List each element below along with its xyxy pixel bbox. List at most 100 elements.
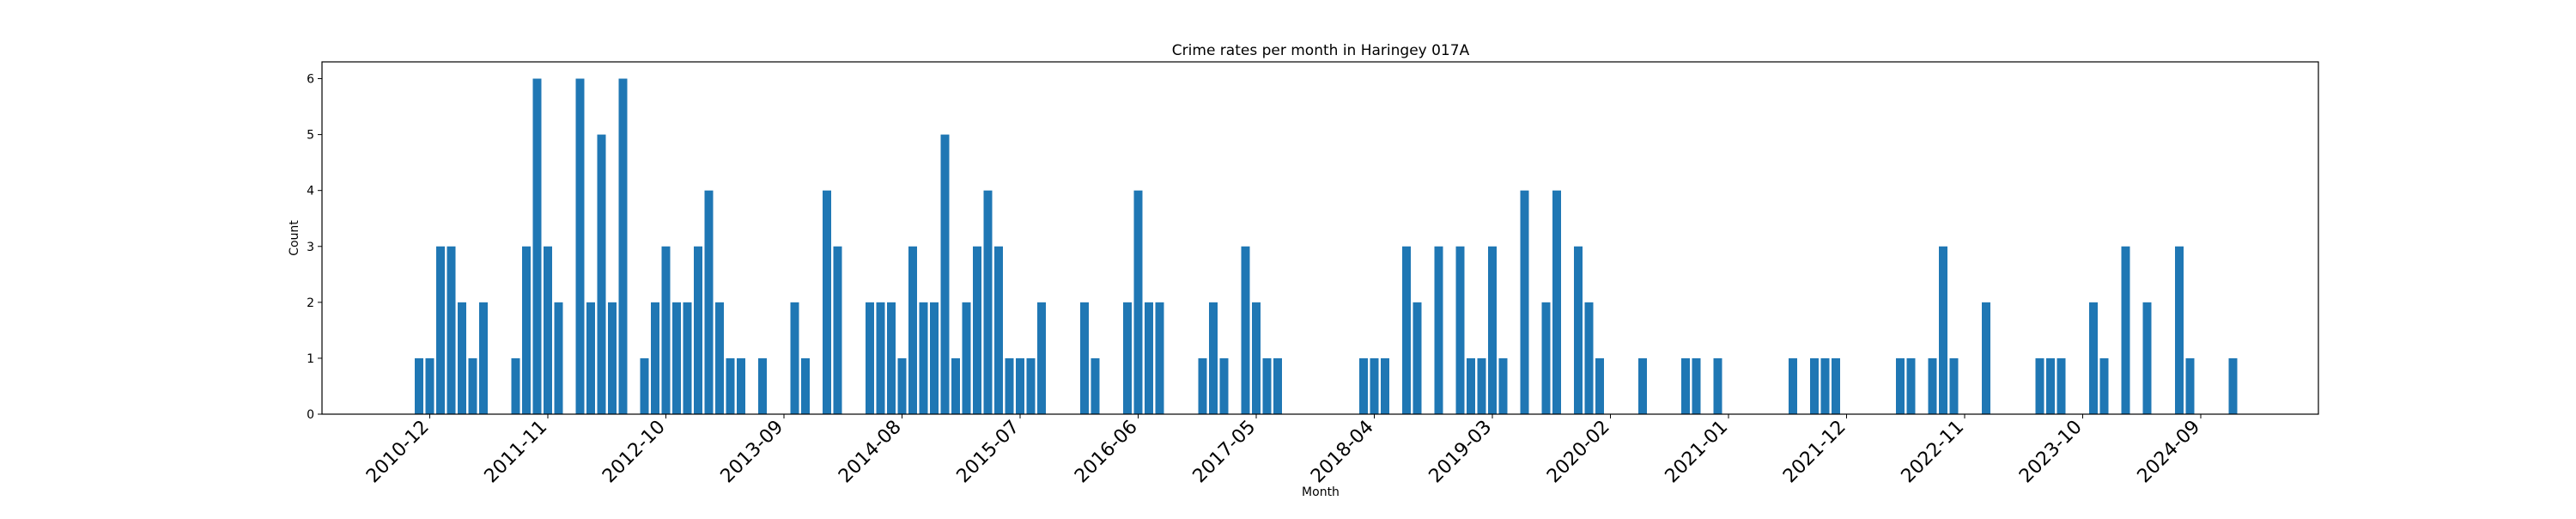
bar [1477, 357, 1486, 414]
y-axis-label: Count [288, 220, 301, 256]
bar [468, 357, 477, 414]
bar [597, 134, 606, 414]
bar [2142, 302, 2152, 414]
bar [1832, 357, 1840, 414]
bar [1692, 357, 1701, 414]
bar [522, 246, 531, 414]
bar [823, 190, 831, 414]
bar [608, 302, 617, 414]
bar [1359, 357, 1368, 414]
bar [2121, 246, 2130, 414]
x-tick-label: 2016-06 [1071, 417, 1142, 488]
bar [1982, 302, 1990, 414]
bar [1005, 357, 1014, 414]
bar [532, 78, 542, 415]
bar [1016, 357, 1024, 414]
bar [651, 302, 659, 414]
bar [715, 302, 724, 414]
bar [575, 78, 585, 415]
bar [801, 357, 810, 414]
x-tick-label: 2019-03 [1425, 417, 1497, 488]
bar [1541, 302, 1551, 414]
bar [940, 134, 950, 414]
bar [1026, 357, 1036, 414]
x-axis-label: Month [1302, 485, 1340, 499]
bar [479, 302, 488, 414]
bar [1381, 357, 1389, 414]
bar [1145, 302, 1153, 414]
bar [1037, 302, 1046, 414]
bar [1574, 246, 1583, 414]
bar [833, 246, 842, 414]
bar [1949, 357, 1959, 414]
bar [1123, 302, 1132, 414]
bar [1928, 357, 1937, 414]
x-tick-label: 2024-09 [2134, 417, 2205, 488]
bar [726, 357, 735, 414]
x-tick-label: 2013-09 [717, 417, 788, 488]
x-tick-label: 2014-08 [835, 417, 906, 488]
bar [447, 246, 456, 414]
bar [425, 357, 434, 414]
y-tick-label: 5 [307, 129, 314, 143]
bar [908, 246, 917, 414]
bar [1896, 357, 1905, 414]
y-tick-label: 4 [307, 185, 314, 198]
bar [2089, 302, 2098, 414]
y-tick-label: 6 [307, 73, 314, 87]
bar [1133, 190, 1143, 414]
bar [1820, 357, 1830, 414]
x-tick-label: 2018-04 [1307, 417, 1378, 488]
bar [2046, 357, 2055, 414]
bar [1939, 246, 1947, 414]
bar [2035, 357, 2044, 414]
bar [973, 246, 981, 414]
bar [2185, 357, 2195, 414]
y-tick-label: 2 [307, 296, 314, 310]
bar [2175, 246, 2184, 414]
x-tick-label: 2015-07 [953, 417, 1024, 488]
bar [554, 302, 563, 414]
bar [1638, 357, 1647, 414]
bar [887, 302, 896, 414]
bar [544, 246, 552, 414]
bar [1402, 246, 1411, 414]
bar [1520, 190, 1529, 414]
x-tick-label: 2012-10 [598, 417, 670, 488]
bar [704, 190, 714, 414]
bar [1219, 357, 1229, 414]
bar [897, 357, 907, 414]
bar [1467, 357, 1475, 414]
bar [1584, 302, 1594, 414]
bar [672, 302, 681, 414]
bar [1498, 357, 1508, 414]
bar [640, 357, 649, 414]
bar [1155, 302, 1164, 414]
bar [511, 357, 520, 414]
bar [994, 246, 1003, 414]
bar [1906, 357, 1916, 414]
bar [1370, 357, 1379, 414]
bar [618, 78, 628, 415]
plot-area [415, 78, 2238, 415]
bar [1552, 190, 1561, 414]
x-tick-label: 2021-12 [1779, 417, 1850, 488]
bar [1789, 357, 1797, 414]
bar [1595, 357, 1604, 414]
plot-frame [321, 61, 2319, 415]
bar [1091, 357, 1100, 414]
bar [930, 302, 939, 414]
x-tick-label: 2022-11 [1898, 417, 1969, 488]
bar [951, 357, 960, 414]
x-tick-label: 2020-02 [1543, 417, 1614, 488]
bar [661, 246, 671, 414]
bar [2057, 357, 2066, 414]
x-tick-label: 2017-05 [1189, 417, 1261, 488]
bar [1488, 246, 1497, 414]
bar [2228, 357, 2238, 414]
bar [1810, 357, 1819, 414]
bar [458, 302, 466, 414]
bar [1198, 357, 1207, 414]
bar [1080, 302, 1089, 414]
